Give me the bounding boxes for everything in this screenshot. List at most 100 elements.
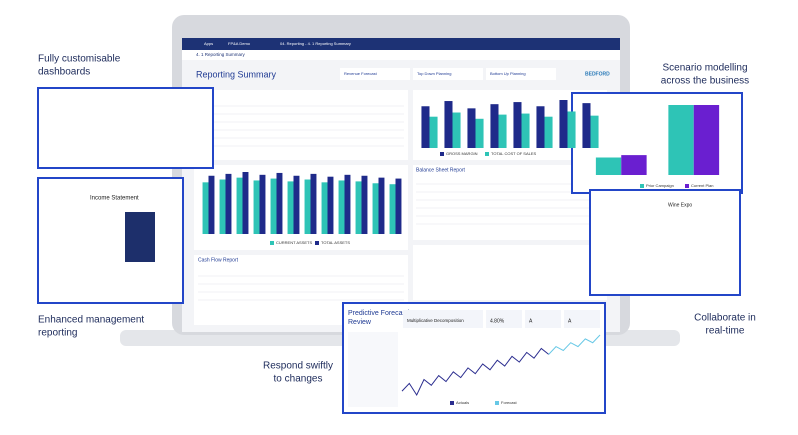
bar	[304, 179, 311, 234]
callout: Enhanced management	[38, 315, 144, 326]
table-rows	[198, 105, 604, 301]
nav-bar	[182, 38, 620, 50]
bar	[444, 101, 453, 148]
panel	[194, 90, 408, 160]
tab[interactable]	[486, 68, 556, 80]
bar	[236, 177, 243, 234]
legend-label: Current Plan	[691, 183, 713, 188]
kpi-value: 4.80%	[490, 318, 505, 324]
bar	[202, 182, 209, 234]
bar	[372, 183, 379, 234]
legend-label: Forecast	[501, 400, 517, 405]
callout: Respond swiftly	[263, 361, 333, 372]
bar	[559, 100, 568, 148]
bar	[310, 173, 317, 234]
tab[interactable]	[413, 68, 483, 80]
bar	[355, 181, 362, 234]
table-block	[125, 212, 155, 262]
tab-label: Revenue Forecast	[344, 71, 378, 76]
line	[548, 334, 601, 355]
callout: dashboards	[38, 67, 90, 78]
panel	[413, 245, 607, 300]
legend-swatch	[685, 184, 689, 188]
callout: reporting	[38, 328, 77, 339]
callout: to changes	[274, 374, 323, 385]
tab[interactable]	[340, 68, 410, 80]
bar	[421, 106, 430, 148]
legend-label: CURRENT ASSETS	[276, 240, 312, 245]
filter-pane[interactable]	[348, 332, 398, 407]
legend-swatch	[640, 184, 644, 188]
panel-title: Balance Sheet Report	[416, 167, 466, 173]
bar	[389, 184, 396, 234]
window-title: Wine Expo	[668, 202, 692, 208]
kpi	[486, 310, 522, 328]
logo: BEDFORD	[585, 71, 610, 77]
bar	[475, 118, 484, 148]
legend-swatch	[450, 401, 454, 405]
window-income	[37, 177, 184, 304]
legend-label: TOTAL COST OF SALES	[491, 151, 537, 156]
bar	[338, 180, 345, 234]
bar	[595, 157, 622, 175]
bar	[536, 106, 545, 148]
kpi-value: Multiplicative Decomposition	[407, 318, 464, 323]
tab-label: Bottom Up Planning	[490, 71, 526, 76]
bar	[344, 174, 351, 234]
kpi-value: A	[568, 318, 572, 324]
callout: real-time	[706, 326, 745, 337]
bar	[582, 103, 591, 148]
sub-bar	[182, 50, 620, 60]
legend-label: Actuals	[456, 400, 469, 405]
bar	[270, 178, 277, 234]
bar	[361, 175, 368, 234]
nav-item[interactable]: FP&A Demo	[228, 41, 251, 46]
kpi	[564, 310, 600, 328]
kpi	[525, 310, 561, 328]
window-dashboard	[37, 87, 214, 169]
legend-label: Prior Campaign	[646, 183, 674, 188]
bar	[429, 116, 438, 148]
bar	[590, 115, 599, 148]
nav-item[interactable]: 04. Reporting - 4. 1 Reporting Summary	[280, 41, 351, 46]
callout: across the business	[661, 76, 749, 87]
bar	[378, 177, 385, 234]
bar	[693, 105, 720, 175]
bar	[490, 104, 499, 148]
bar	[498, 114, 507, 148]
breadcrumb: 4. 1 Reporting Summary	[196, 52, 246, 57]
page-title: Reporting Summary	[196, 69, 277, 79]
bar	[467, 108, 476, 148]
legend-swatch	[485, 152, 489, 156]
callout: Collaborate in	[694, 313, 756, 324]
bar	[327, 176, 334, 234]
bar	[293, 175, 300, 234]
bar	[259, 174, 266, 234]
bar	[253, 180, 260, 234]
bar	[321, 182, 328, 234]
bar	[621, 155, 647, 175]
bar	[668, 105, 694, 175]
bar	[452, 112, 461, 148]
nav-item[interactable]: Apps	[204, 41, 213, 46]
kpi-value: A	[529, 318, 533, 324]
bar	[521, 113, 530, 148]
legend-swatch	[440, 152, 444, 156]
legend-swatch	[495, 401, 499, 405]
legend-label: GROSS MARGIN	[446, 151, 478, 156]
window-collab	[589, 189, 741, 296]
bar	[567, 111, 576, 148]
callout: Scenario modelling	[662, 63, 747, 74]
legend-swatch	[270, 241, 274, 245]
kpi	[403, 310, 483, 328]
bar	[276, 172, 283, 234]
bar	[287, 181, 294, 234]
line	[401, 347, 550, 397]
legend-swatch	[315, 241, 319, 245]
tabs	[340, 68, 556, 80]
bar	[395, 178, 402, 234]
bar	[208, 175, 215, 234]
legend-label: TOTAL ASSETS	[321, 240, 350, 245]
window-title: Review	[348, 319, 372, 326]
